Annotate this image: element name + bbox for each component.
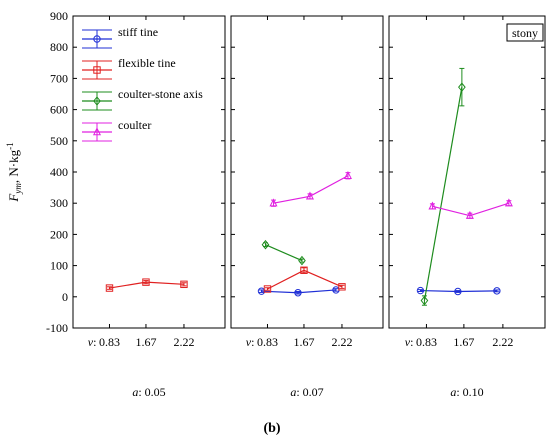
y-tick-label: 800 <box>50 40 68 54</box>
legend-marker <box>93 35 101 43</box>
x-prefix-label: v: <box>88 335 97 349</box>
figure-caption: (b) <box>263 421 280 436</box>
y-tick-label: 600 <box>50 103 68 117</box>
legend-item-flexible-tine: flexible tine <box>82 56 176 80</box>
y-tick-label: 300 <box>50 196 68 210</box>
panel-2: 0.83 1.67 2.22 v: a: 0.07 <box>230 15 384 399</box>
x-prefix-letter: v <box>246 335 252 349</box>
series-flexible-tine <box>105 278 188 292</box>
series-coulter-stone-axis <box>420 67 466 306</box>
corner-label-box <box>506 23 544 42</box>
x-tick-label: 0.83 <box>416 335 437 349</box>
x-tick-label: 1.67 <box>453 335 474 349</box>
y-tick-label: -100 <box>46 321 68 335</box>
y-tick-label: 900 <box>50 9 68 23</box>
x-tick-label: 0.83 <box>99 335 120 349</box>
legend-marker <box>92 127 102 136</box>
legend-label: stiff tine <box>118 25 158 39</box>
x-prefix-label: v: <box>246 335 255 349</box>
y-tick-label: 200 <box>50 227 68 241</box>
legend-item-stiff-tine: stiff tine <box>82 25 158 49</box>
legend-marker <box>93 66 101 74</box>
legend-item-coulter: coulter <box>82 118 151 142</box>
y-axis-title: Fym, N·kg-1 <box>5 142 23 202</box>
y-tick-label: 500 <box>50 134 68 148</box>
panel-prefix-letter: a <box>290 385 296 399</box>
series-line <box>423 87 463 301</box>
data-point <box>465 210 474 219</box>
panel-frame <box>388 15 546 329</box>
panel-label: a: 0.07 <box>290 385 323 399</box>
panel-value: : 0.10 <box>456 385 483 399</box>
y-tick-label: 100 <box>50 259 68 273</box>
data-point <box>180 280 188 289</box>
legend-item-coulter-stone-axis: coulter-stone axis <box>82 87 203 111</box>
x-prefix-colon: : <box>410 335 413 349</box>
x-prefix-colon: : <box>93 335 96 349</box>
y-axis-title-sub: ym <box>13 183 23 195</box>
y-tick-label: 400 <box>50 165 68 179</box>
legend: stiff tine flexible tine coulter-stone axi… <box>82 25 203 142</box>
panel-label: a: 0.05 <box>132 385 165 399</box>
x-tick-label: 2.22 <box>492 335 513 349</box>
x-prefix-letter: v <box>88 335 94 349</box>
data-point <box>142 278 150 286</box>
x-tick-label: 2.22 <box>173 335 194 349</box>
panel-frame <box>230 15 384 329</box>
data-point <box>298 255 306 266</box>
x-tick-label: 2.22 <box>331 335 352 349</box>
legend-label: coulter-stone axis <box>118 87 203 101</box>
data-point <box>454 287 462 296</box>
data-point <box>294 289 302 297</box>
y-axis-title-main: F <box>6 193 21 203</box>
legend-marker <box>93 96 101 106</box>
panel-1: -100 0 100 200 300 400 500 600 700 800 900 0.83 1.67… <box>46 9 226 399</box>
legend-label: flexible tine <box>118 56 176 70</box>
data-point <box>263 285 272 293</box>
data-point <box>105 284 114 292</box>
data-point <box>504 198 513 207</box>
panel-prefix-letter: a <box>132 385 138 399</box>
series-stiff-tine <box>416 286 501 296</box>
data-point <box>338 283 346 291</box>
data-point <box>420 295 429 306</box>
series-flexible-tine <box>263 266 346 293</box>
series-coulter-stone-axis <box>261 239 306 266</box>
x-prefix-colon: : <box>251 335 254 349</box>
panels: -100 0 100 200 300 400 500 600 700 800 900 0.83 1.67… <box>46 9 546 399</box>
x-tick-label: 0.83 <box>257 335 278 349</box>
y-axis-title-sup: -1 <box>5 142 15 150</box>
y-tick-label: 700 <box>50 71 68 85</box>
data-point <box>305 191 314 200</box>
corner-label: stony <box>512 26 538 40</box>
series-coulter <box>428 198 513 219</box>
data-point <box>269 198 278 207</box>
x-tick-label: 1.67 <box>135 335 156 349</box>
series-coulter <box>269 170 352 207</box>
series-line <box>265 244 303 262</box>
data-point <box>428 201 437 210</box>
data-point <box>300 266 308 274</box>
panel-label: a: 0.10 <box>450 385 483 399</box>
panel-3: 0.83 1.67 2.22 v: a: 0.10 <box>388 15 546 399</box>
data-point <box>416 286 425 295</box>
data-point <box>493 287 501 295</box>
data-point <box>458 82 466 92</box>
y-tick-label: 0 <box>62 290 68 304</box>
panel-prefix-letter: a <box>450 385 456 399</box>
x-tick-label: 1.67 <box>293 335 314 349</box>
data-point <box>261 239 270 250</box>
x-prefix-letter: v <box>405 335 411 349</box>
data-point <box>343 170 352 179</box>
panel-value: : 0.07 <box>296 385 323 399</box>
x-prefix-label: v: <box>405 335 414 349</box>
series-stiff-tine <box>257 286 340 297</box>
panel-value: : 0.05 <box>138 385 165 399</box>
y-axis-title-unit: , N·kg <box>6 149 21 183</box>
legend-label: coulter <box>118 118 151 132</box>
